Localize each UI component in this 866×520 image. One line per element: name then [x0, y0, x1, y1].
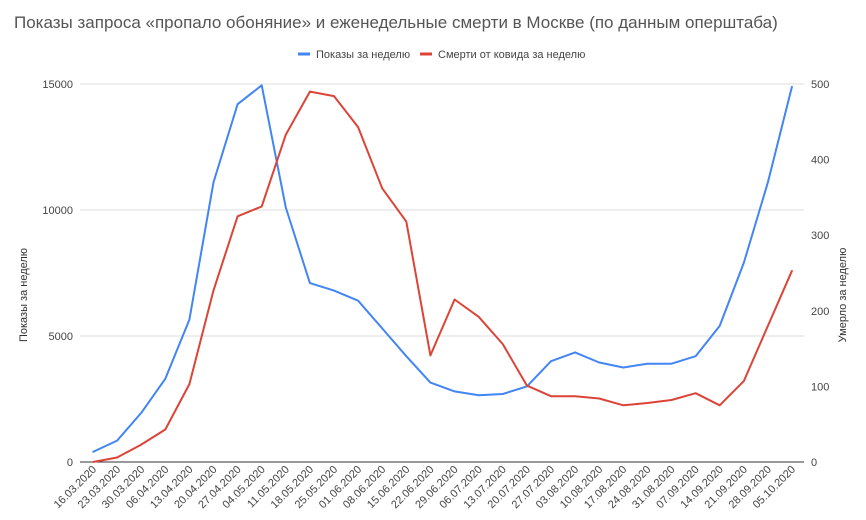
data-point-views	[357, 299, 359, 302]
data-point-deaths	[743, 380, 745, 382]
data-point-deaths	[381, 187, 384, 190]
data-point-deaths	[791, 269, 793, 272]
series-line-views	[92, 84, 793, 453]
data-point-deaths	[477, 316, 480, 318]
data-point-views	[140, 412, 142, 414]
data-point-views	[429, 381, 432, 384]
data-point-deaths	[598, 397, 600, 400]
data-point-views	[767, 181, 769, 184]
legend: Показы за неделю Смерти от ковида за нед…	[298, 49, 585, 61]
data-point-deaths	[767, 325, 769, 327]
legend-label-deaths: Смерти от ковида за неделю	[438, 49, 585, 61]
chart-title: Показы запроса «пропало обоняние» и ежен…	[14, 13, 778, 32]
data-point-views	[333, 289, 335, 292]
data-point-views	[260, 84, 263, 87]
data-point-views	[791, 85, 793, 88]
data-point-views	[477, 394, 480, 397]
data-point-deaths	[309, 90, 311, 93]
data-point-views	[743, 262, 745, 264]
data-point-deaths	[429, 354, 432, 357]
y-right-tick-label: 300	[811, 230, 829, 242]
data-point-deaths	[116, 456, 118, 459]
data-point-deaths	[622, 404, 625, 407]
data-point-deaths	[140, 443, 142, 446]
y-left-axis-title: Показы за неделю	[18, 248, 30, 342]
y-left-tick-label: 5000	[49, 331, 73, 343]
data-point-views	[694, 355, 697, 358]
y-left-tick-label: 10000	[42, 205, 73, 217]
data-point-deaths	[333, 95, 335, 97]
data-point-views	[309, 282, 311, 284]
data-point-deaths	[694, 392, 697, 395]
data-point-views	[622, 366, 625, 369]
data-point-views	[502, 393, 504, 395]
series	[92, 84, 793, 463]
y-left-tick-label: 15000	[42, 79, 73, 91]
data-point-deaths	[646, 402, 649, 404]
data-point-deaths	[236, 215, 239, 218]
data-point-deaths	[285, 133, 287, 136]
data-point-deaths	[164, 428, 167, 431]
data-point-views	[405, 355, 408, 358]
y-right-tick-label: 500	[811, 79, 829, 91]
series-line-deaths	[92, 90, 793, 463]
data-point-views	[718, 325, 721, 327]
data-point-deaths	[718, 404, 721, 407]
data-point-views	[285, 206, 287, 209]
gridlines	[80, 83, 804, 463]
data-point-deaths	[453, 298, 456, 301]
data-point-views	[453, 390, 456, 393]
legend-label-views: Показы за неделю	[316, 49, 410, 61]
data-point-deaths	[550, 395, 552, 398]
data-point-deaths	[405, 220, 408, 223]
data-point-deaths	[574, 395, 576, 398]
y-right-ticks: 0 100 200 300 400 500	[811, 79, 829, 469]
data-point-views	[188, 318, 191, 321]
data-point-views	[236, 103, 239, 105]
data-point-deaths	[260, 205, 263, 208]
y-right-tick-label: 400	[811, 155, 829, 167]
data-point-views	[212, 181, 215, 184]
data-point-deaths	[502, 343, 504, 345]
y-right-tick-label: 100	[811, 381, 829, 393]
data-point-views	[164, 378, 167, 380]
data-point-deaths	[212, 289, 215, 292]
x-ticks: 16.03.202023.03.202030.03.202006.04.2020…	[52, 464, 798, 511]
y-right-tick-label: 200	[811, 306, 829, 318]
y-right-axis-title: Умерло за неделю	[837, 248, 849, 343]
data-point-views	[116, 439, 118, 442]
data-point-views	[550, 360, 552, 363]
data-point-views	[670, 362, 673, 365]
data-point-deaths	[526, 384, 528, 387]
y-right-tick-label: 0	[811, 457, 817, 469]
data-point-views	[598, 361, 600, 364]
data-point-deaths	[188, 383, 191, 385]
data-point-views	[574, 351, 576, 354]
data-point-views	[381, 327, 384, 330]
data-point-deaths	[357, 126, 359, 128]
y-left-tick-label: 0	[67, 457, 73, 469]
data-point-views	[646, 362, 649, 365]
y-left-ticks: 0 5000 10000 15000	[42, 79, 73, 469]
data-point-deaths	[670, 399, 673, 401]
data-point-deaths	[92, 461, 94, 463]
data-point-views	[92, 451, 94, 453]
